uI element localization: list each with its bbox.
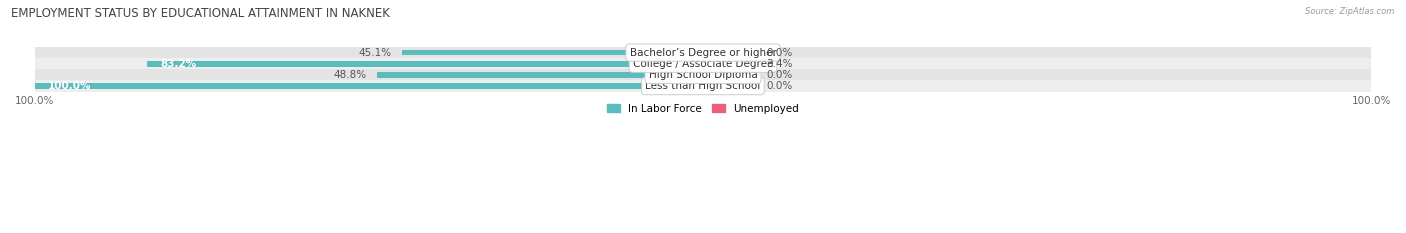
Text: Source: ZipAtlas.com: Source: ZipAtlas.com bbox=[1305, 7, 1395, 16]
Text: 48.8%: 48.8% bbox=[333, 70, 367, 80]
Bar bbox=[35, 83, 703, 89]
Text: 0.0%: 0.0% bbox=[766, 70, 793, 80]
Text: Bachelor’s Degree or higher: Bachelor’s Degree or higher bbox=[630, 48, 776, 58]
Bar bbox=[377, 72, 703, 78]
Text: 100.0%: 100.0% bbox=[48, 81, 91, 91]
Text: High School Diploma: High School Diploma bbox=[648, 70, 758, 80]
Bar bbox=[35, 69, 1371, 80]
Legend: In Labor Force, Unemployed: In Labor Force, Unemployed bbox=[603, 99, 803, 118]
Text: 0.0%: 0.0% bbox=[766, 48, 793, 58]
Text: 83.2%: 83.2% bbox=[160, 59, 197, 69]
Bar bbox=[402, 50, 703, 55]
Bar bbox=[148, 61, 703, 67]
Text: 45.1%: 45.1% bbox=[359, 48, 391, 58]
Text: 3.4%: 3.4% bbox=[766, 59, 793, 69]
Text: 0.0%: 0.0% bbox=[766, 81, 793, 91]
Bar bbox=[703, 72, 756, 78]
Text: Less than High School: Less than High School bbox=[645, 81, 761, 91]
Text: EMPLOYMENT STATUS BY EDUCATIONAL ATTAINMENT IN NAKNEK: EMPLOYMENT STATUS BY EDUCATIONAL ATTAINM… bbox=[11, 7, 389, 20]
Bar bbox=[703, 61, 725, 67]
Bar bbox=[35, 80, 1371, 92]
Bar bbox=[703, 83, 756, 89]
Text: College / Associate Degree: College / Associate Degree bbox=[633, 59, 773, 69]
Bar bbox=[703, 50, 756, 55]
Bar bbox=[35, 47, 1371, 58]
Bar bbox=[35, 58, 1371, 69]
